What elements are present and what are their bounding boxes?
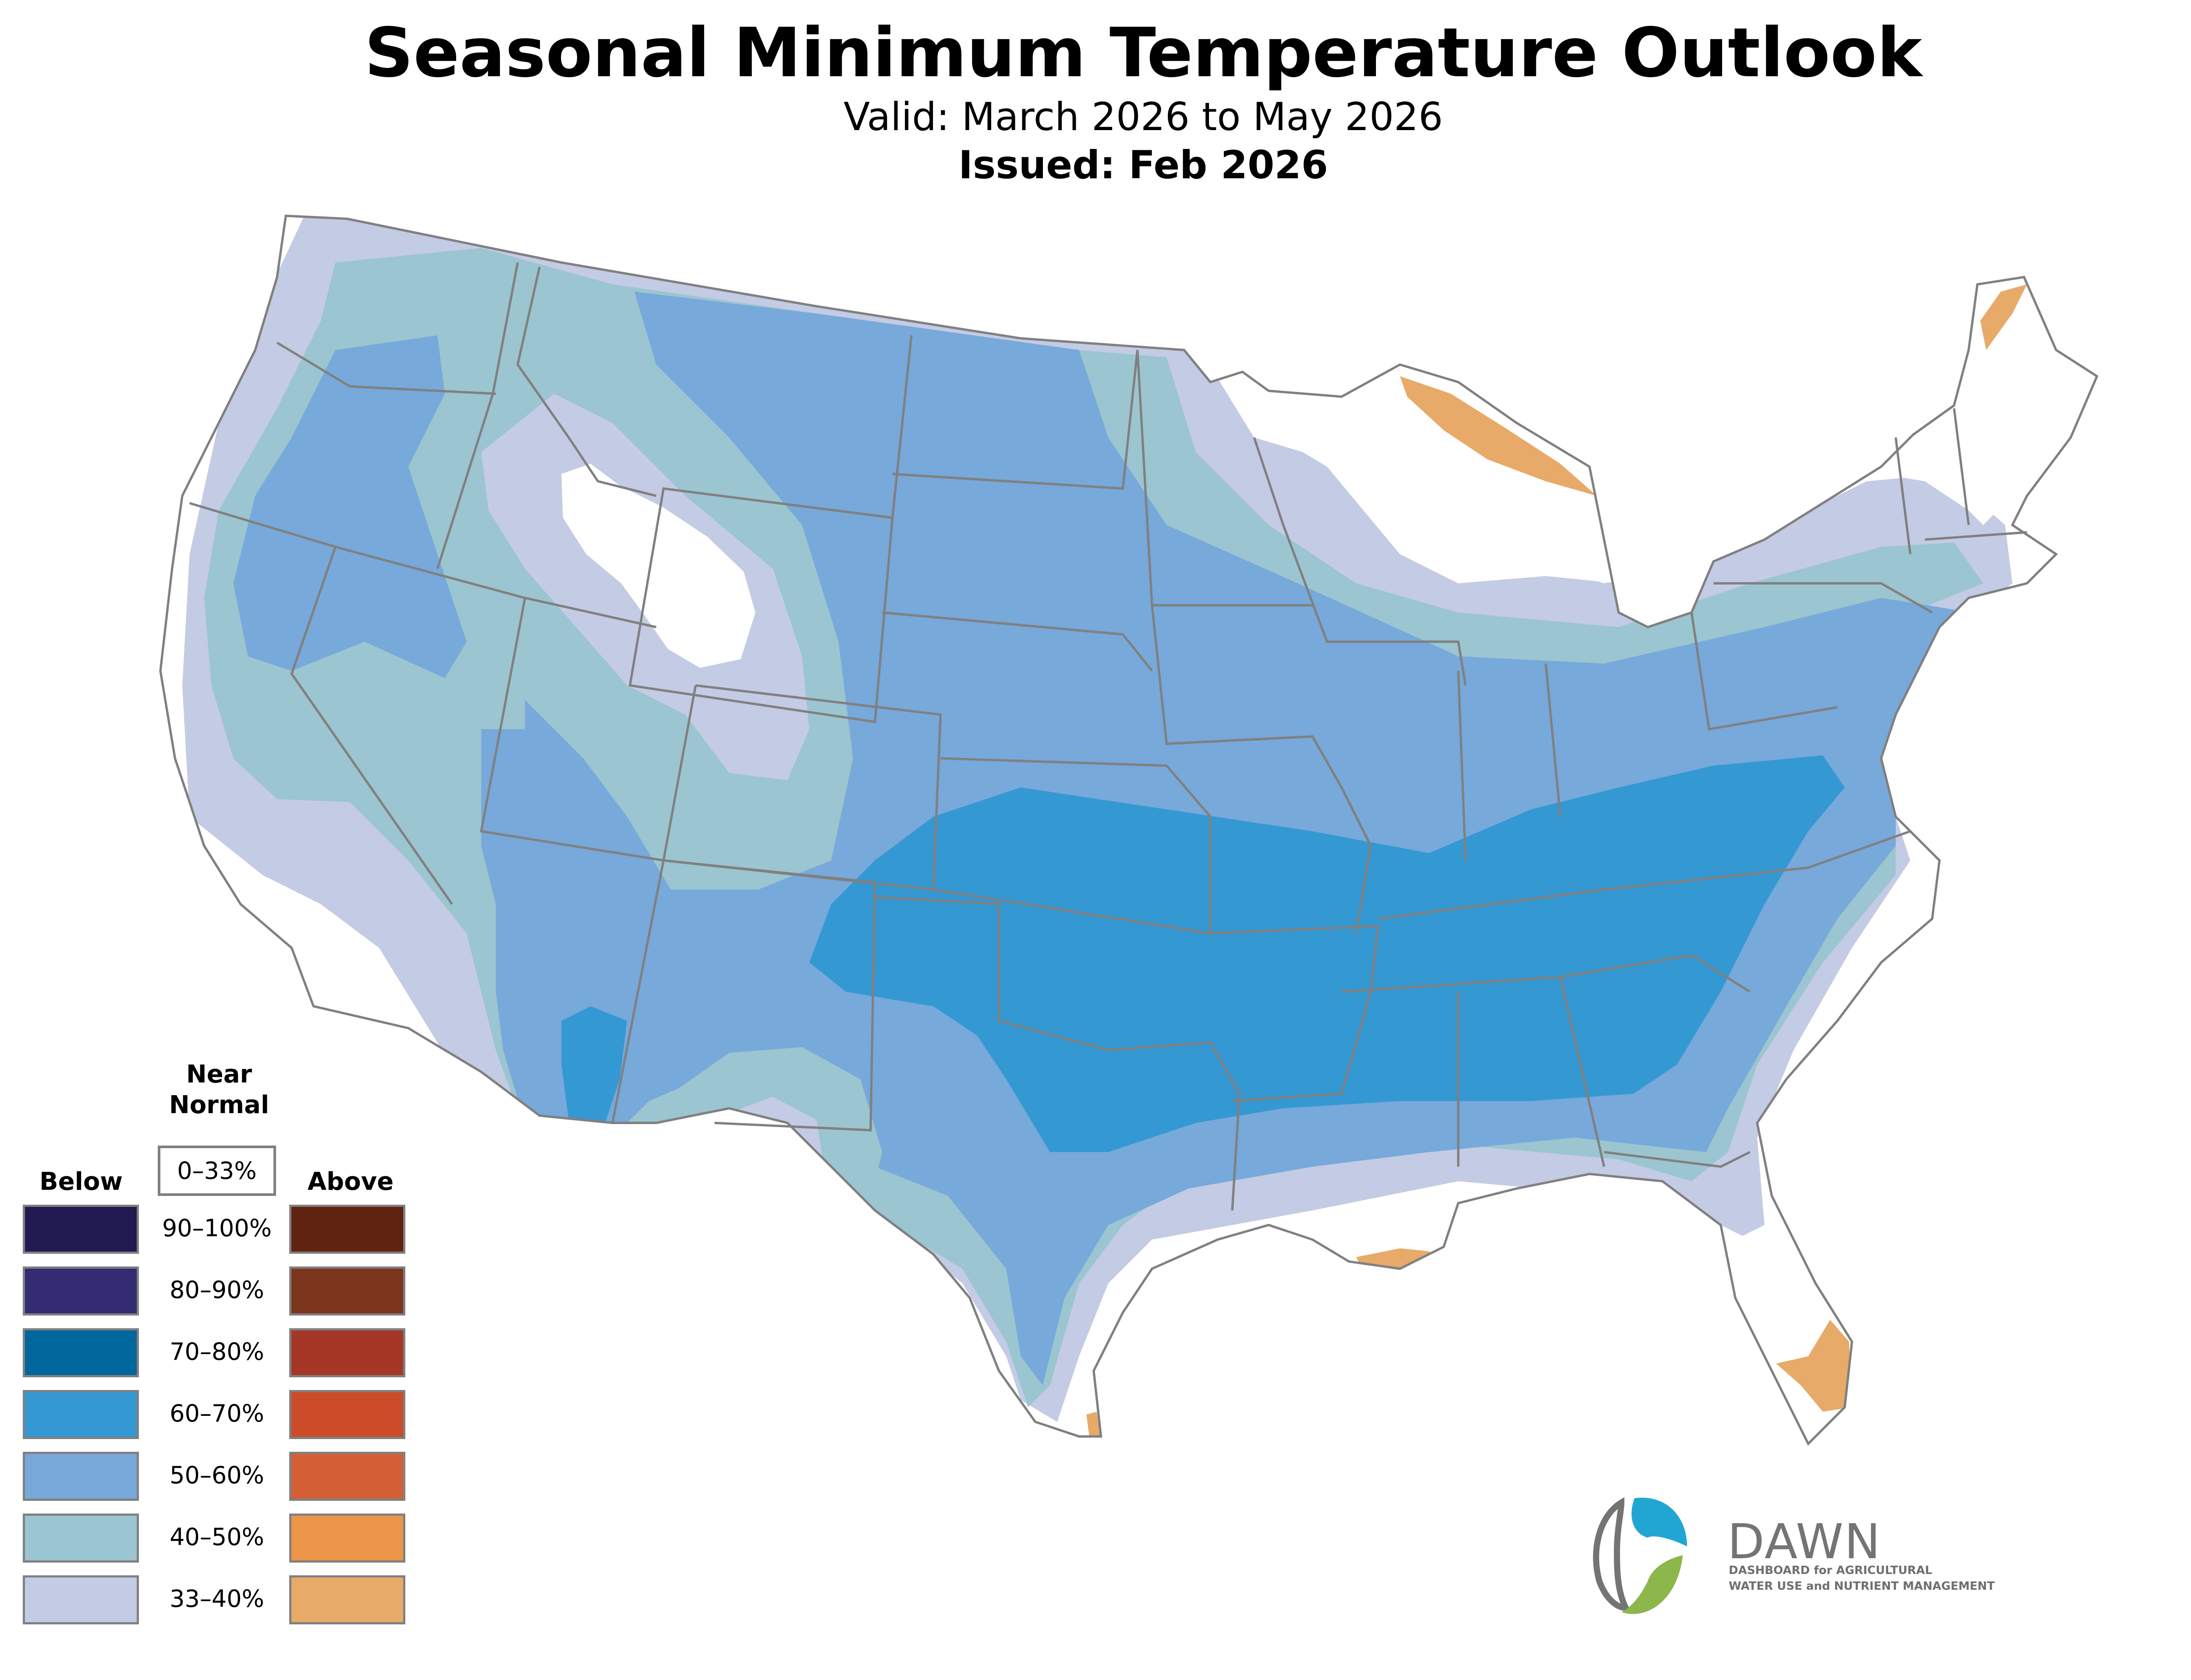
border-ia-mo bbox=[1151, 605, 1372, 934]
legend-swatch-above bbox=[289, 1575, 405, 1624]
legend-swatch-above bbox=[289, 1328, 405, 1377]
page-title: Seasonal Minimum Temperature Outlook bbox=[364, 13, 1922, 92]
issued-date: Issued: Feb 2026 bbox=[958, 142, 1328, 187]
legend-swatch-below bbox=[23, 1452, 139, 1501]
border-or-ca-nv bbox=[189, 502, 657, 629]
legend-swatch-below bbox=[23, 1266, 139, 1316]
border-id-mt bbox=[516, 266, 657, 497]
border-nv-ca bbox=[290, 546, 453, 905]
border-il-in bbox=[1457, 663, 1562, 861]
legend-range-label: 70–80% bbox=[170, 1338, 264, 1365]
legend-swatch-above bbox=[289, 1390, 405, 1439]
dawn-logo bbox=[1593, 1497, 1687, 1614]
band-above-33-40-florida bbox=[1776, 1319, 1852, 1412]
legend-range-label: 40–50% bbox=[170, 1523, 264, 1551]
legend-swatch-above bbox=[289, 1452, 405, 1501]
legend-below-title: Below bbox=[39, 1167, 123, 1196]
border-ga-fl bbox=[1604, 1151, 1751, 1168]
legend-near-normal-range: 0–33% bbox=[158, 1146, 276, 1196]
legend-near-normal-title-line2: Normal bbox=[169, 1091, 269, 1119]
dawn-logo-mark bbox=[1593, 1497, 1687, 1614]
legend-range-label: 50–60% bbox=[170, 1461, 264, 1489]
legend-swatch-below bbox=[23, 1205, 139, 1254]
border-wy bbox=[628, 487, 894, 723]
border-wi-il bbox=[1253, 437, 1467, 686]
legend-swatch-above bbox=[289, 1514, 405, 1563]
band-near-normal-great-lakes bbox=[1239, 350, 1619, 584]
state-borders bbox=[159, 214, 2099, 1446]
legend-swatch-below bbox=[23, 1328, 139, 1377]
logo-name: DAWN bbox=[1727, 1514, 1882, 1570]
legend-swatch-below bbox=[23, 1390, 139, 1439]
border-ny-ne bbox=[1894, 408, 2027, 555]
border-ok-tx bbox=[875, 895, 1241, 1211]
border-mo-ar bbox=[1210, 925, 1379, 1103]
band-above-33-40-south-texas bbox=[1086, 1411, 1101, 1437]
border-ne-ks bbox=[933, 757, 1212, 935]
logo-green-leaf bbox=[1621, 1555, 1683, 1614]
border-ky-tn bbox=[1378, 830, 1911, 920]
band-near-normal-north-inner bbox=[561, 463, 755, 668]
legend-swatch-above bbox=[289, 1266, 405, 1316]
legend-range-label: 80–90% bbox=[170, 1276, 264, 1304]
legend-swatch-below bbox=[23, 1514, 139, 1563]
us-outline bbox=[159, 214, 2099, 1446]
logo-gray-circuit bbox=[1593, 1497, 1631, 1611]
legend-range-label: 33–40% bbox=[170, 1585, 264, 1613]
logo-tagline-line2: WATER USE and NUTRIENT MANAGEMENT bbox=[1729, 1580, 1995, 1593]
logo-blue-drop bbox=[1631, 1497, 1687, 1546]
legend-swatch-below bbox=[23, 1575, 139, 1624]
band-below-60-70 bbox=[561, 755, 1845, 1152]
border-wa-or bbox=[276, 342, 496, 395]
band-above-33-40-michigan bbox=[1400, 376, 1597, 496]
legend-swatch-above bbox=[289, 1205, 405, 1254]
border-ut bbox=[480, 598, 697, 862]
legend-range-label: 60–70% bbox=[170, 1400, 264, 1427]
border-az-nm bbox=[611, 859, 876, 1132]
border-nd-sd bbox=[892, 350, 1139, 490]
border-oh-pa bbox=[1690, 582, 1933, 731]
legend-above-title: Above bbox=[307, 1167, 394, 1196]
band-above-33-40-maine bbox=[1980, 284, 2027, 350]
valid-period: Valid: March 2026 to May 2026 bbox=[844, 94, 1443, 139]
border-mt-nd bbox=[891, 335, 913, 518]
logo-tagline-line1: DASHBOARD for AGRICULTURAL bbox=[1729, 1564, 1932, 1577]
border-id-west bbox=[436, 262, 519, 569]
border-tn-ms-al bbox=[1341, 954, 1751, 1167]
band-below-40-50-texas bbox=[670, 1047, 883, 1254]
legend-range-label: 90–100% bbox=[162, 1214, 272, 1242]
legend-near-normal-title-line1: Near bbox=[186, 1060, 252, 1089]
border-sd-ne bbox=[882, 611, 1153, 672]
